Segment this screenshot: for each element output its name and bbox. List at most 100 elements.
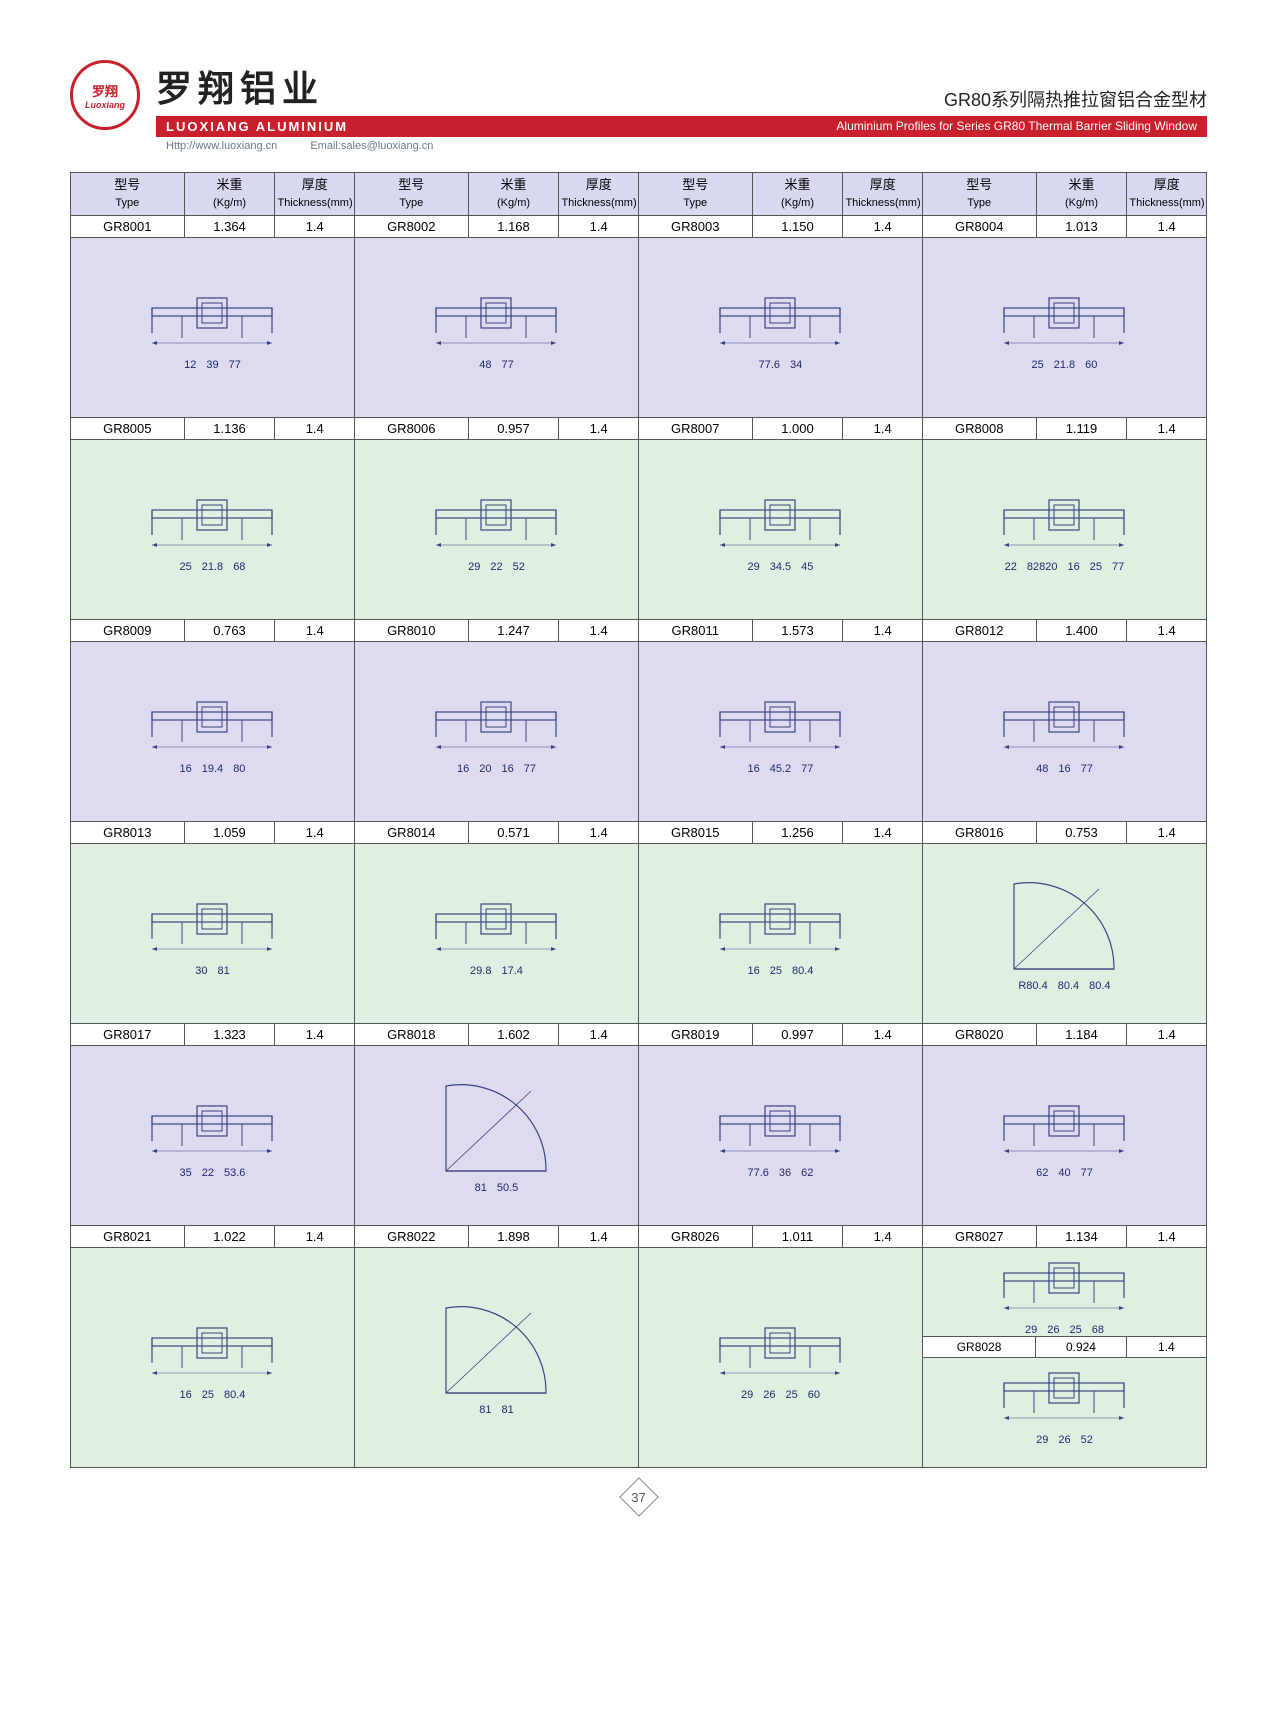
profile-cross-section-diagram: R80.480.480.4: [1004, 874, 1124, 992]
th-cell: 1.4: [843, 215, 923, 237]
type-cell: GR8007: [638, 417, 752, 439]
type-cell: GR8008: [922, 417, 1036, 439]
diagram-cell-split: 29262568GR80280.9241.4292652: [922, 1247, 1206, 1467]
th-cell: 1.4: [559, 821, 639, 843]
banner-left: LUOXIANG ALUMINIUM: [166, 119, 348, 134]
diagram-cell: R80.480.480.4: [922, 843, 1206, 1023]
dimension-label: 62: [1036, 1167, 1048, 1179]
dimension-label: 80.4: [1089, 980, 1110, 992]
th-cell: 1.4: [275, 215, 355, 237]
profile-cross-section-diagram: 2521.868: [142, 485, 282, 573]
profile-cross-section-diagram: 1619.480: [142, 687, 282, 775]
dimension-label: 16: [747, 965, 759, 977]
dimension-label: 22: [202, 1167, 214, 1179]
dimension-label: 25: [1090, 561, 1102, 573]
type-cell: GR8001: [71, 215, 185, 237]
profile-cross-section-diagram: 30 81: [142, 889, 282, 977]
dimension-label: 25: [202, 1389, 214, 1401]
type-cell: GR8006: [354, 417, 468, 439]
dimension-label: 29: [468, 561, 480, 573]
diagram-cell: 162580.4: [638, 843, 922, 1023]
col-header: 米重(Kg/m): [752, 173, 843, 216]
dimension-label: 26: [1058, 1434, 1070, 1446]
col-header: 型号Type: [354, 173, 468, 216]
type-cell: GR8016: [922, 821, 1036, 843]
profile-cross-section-diagram: 162580.4: [142, 1313, 282, 1401]
dimension-label: 82820: [1027, 561, 1058, 573]
page-number: 37: [70, 1483, 1207, 1511]
diagram-cell: 624077: [922, 1045, 1206, 1225]
diagram-cell: 81 81: [354, 1247, 638, 1467]
type-cell: GR8026: [638, 1225, 752, 1247]
dimension-label: 30: [195, 965, 207, 977]
th-cell: 1.4: [1127, 1225, 1207, 1247]
dimension-label: 81: [501, 1404, 513, 1416]
diagram-row: 308129.817.4162580.4R80.480.480.4: [71, 843, 1207, 1023]
type-cell: GR8004: [922, 215, 1036, 237]
col-header: 型号Type: [638, 173, 752, 216]
dimension-label: 45: [801, 561, 813, 573]
dimension-label: 21.8: [202, 561, 223, 573]
th-cell: 1.4: [559, 215, 639, 237]
type-cell: GR8010: [354, 619, 468, 641]
kg-cell: 1.602: [468, 1023, 559, 1045]
profile-cross-section-diagram: 624077: [994, 1091, 1134, 1179]
dimension-label: 29: [747, 561, 759, 573]
dimension-label: 52: [1081, 1434, 1093, 1446]
diagram-cell: 16201677: [354, 641, 638, 821]
dimension-label: 81: [475, 1182, 487, 1194]
diagram-cell: 29262560: [638, 1247, 922, 1467]
dimension-label: 45.2: [770, 763, 791, 775]
dimension-label: 12: [184, 359, 196, 371]
profile-cross-section-diagram: 2521.860: [994, 283, 1134, 371]
th-cell: 1.4: [843, 1023, 923, 1045]
dimension-label: 77.6: [747, 1167, 768, 1179]
col-header: 型号Type: [922, 173, 1036, 216]
profile-cross-section-diagram: 292252: [426, 485, 566, 573]
kg-cell: 1.013: [1036, 215, 1127, 237]
th-cell: 1.4: [1127, 821, 1207, 843]
profile-cross-section-diagram: 29262568: [994, 1248, 1134, 1336]
dimension-label: 77: [1081, 1167, 1093, 1179]
dimension-label: 25: [770, 965, 782, 977]
kg-cell: 1.898: [468, 1225, 559, 1247]
kg-cell: 1.247: [468, 619, 559, 641]
spec-row: GR80171.3231.4GR80181.6021.4GR80190.9971…: [71, 1023, 1207, 1045]
profile-cross-section-diagram: 16201677: [426, 687, 566, 775]
kg-cell: 1.400: [1036, 619, 1127, 641]
contact-line: Http://www.luoxiang.cn Email:sales@luoxi…: [156, 140, 1207, 152]
kg-cell: 1.000: [752, 417, 843, 439]
dimension-label: 16: [180, 763, 192, 775]
dimension-label: 22: [1005, 561, 1017, 573]
dimension-label: 68: [233, 561, 245, 573]
profile-cross-section-diagram: 2282820162577: [994, 485, 1134, 573]
brand-logo: 罗翔 Luoxiang: [70, 60, 140, 130]
diagram-cell: 30 81: [71, 843, 355, 1023]
type-cell: GR8019: [638, 1023, 752, 1045]
profile-cross-section-diagram: 12 39 77: [142, 283, 282, 371]
dimension-label: 81: [217, 965, 229, 977]
profile-cross-section-diagram: 481677: [994, 687, 1134, 775]
type-cell: GR8011: [638, 619, 752, 641]
type-cell: GR8028: [923, 1337, 1036, 1357]
th-cell: 1.4: [275, 1023, 355, 1045]
dimension-label: 39: [206, 359, 218, 371]
diagram-cell: 4877: [354, 237, 638, 417]
dimension-label: 25: [1032, 359, 1044, 371]
dimension-label: 81: [479, 1404, 491, 1416]
profile-cross-section-diagram: 77.63662: [710, 1091, 850, 1179]
col-header: 厚度Thickness(mm): [559, 173, 639, 216]
dimension-label: 36: [779, 1167, 791, 1179]
dimension-label: 77: [524, 763, 536, 775]
type-cell: GR8018: [354, 1023, 468, 1045]
diagram-cell: 8150.5: [354, 1045, 638, 1225]
kg-cell: 0.753: [1036, 821, 1127, 843]
dimension-label: 17.4: [501, 965, 522, 977]
diagram-cell: 2282820162577: [922, 439, 1206, 619]
dimension-label: 26: [1047, 1324, 1059, 1336]
th-cell: 1.4: [275, 1225, 355, 1247]
dimension-label: 77: [229, 359, 241, 371]
profile-cross-section-diagram: 352253.6: [142, 1091, 282, 1179]
dimension-label: 60: [1085, 359, 1097, 371]
diagram-row: 1619.480 16201677 16 45.2 77 481677: [71, 641, 1207, 821]
